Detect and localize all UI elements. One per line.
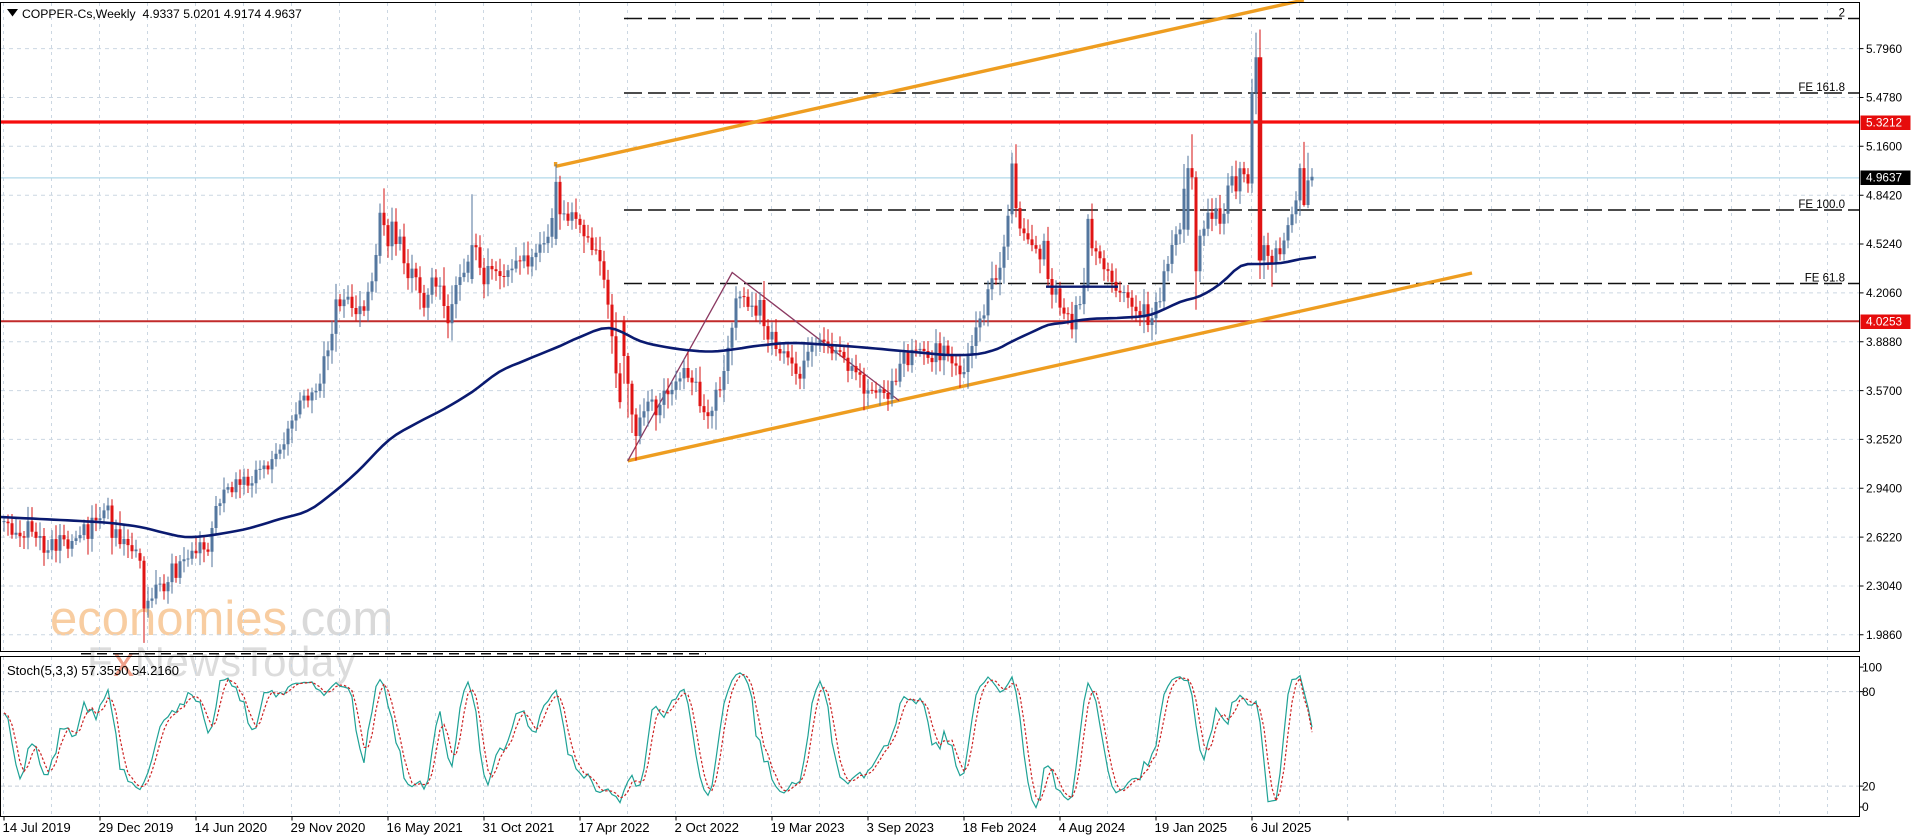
svg-text:5.1600: 5.1600	[1866, 140, 1903, 154]
svg-text:5.3212: 5.3212	[1866, 116, 1902, 130]
svg-text:16 May 2021: 16 May 2021	[387, 820, 463, 835]
svg-text:20: 20	[1862, 779, 1876, 793]
svg-text:Stoch(5,3,3) 57.3550 54.2160: Stoch(5,3,3) 57.3550 54.2160	[7, 663, 179, 678]
svg-text:3.2520: 3.2520	[1866, 433, 1903, 447]
svg-text:31 Oct 2021: 31 Oct 2021	[483, 820, 555, 835]
svg-text:29 Dec 2019: 29 Dec 2019	[99, 820, 174, 835]
svg-text:FxNewsToday: FxNewsToday	[87, 638, 356, 685]
svg-text:2.3040: 2.3040	[1866, 579, 1903, 593]
svg-text:4.0253: 4.0253	[1866, 315, 1903, 329]
svg-text:5.4780: 5.4780	[1866, 91, 1903, 105]
svg-text:19 Jan 2025: 19 Jan 2025	[1155, 820, 1228, 835]
svg-text:6 Jul 2025: 6 Jul 2025	[1251, 820, 1312, 835]
svg-text:80: 80	[1862, 685, 1876, 699]
svg-text:2.9400: 2.9400	[1866, 482, 1903, 496]
svg-text:14 Jun 2020: 14 Jun 2020	[195, 820, 268, 835]
svg-text:18 Feb 2024: 18 Feb 2024	[963, 820, 1037, 835]
svg-text:FE 61.8: FE 61.8	[1805, 273, 1845, 285]
svg-text:2.6220: 2.6220	[1866, 530, 1903, 544]
svg-text:17 Apr 2022: 17 Apr 2022	[579, 820, 650, 835]
svg-text:4 Aug 2024: 4 Aug 2024	[1059, 820, 1126, 835]
svg-text:1.9860: 1.9860	[1866, 628, 1903, 642]
svg-text:3.5700: 3.5700	[1866, 384, 1903, 398]
svg-text:FE 161.8: FE 161.8	[1798, 82, 1845, 94]
svg-text:4.9637: 4.9637	[1866, 171, 1902, 185]
svg-text:100: 100	[1862, 660, 1882, 674]
svg-text:29 Nov 2020: 29 Nov 2020	[291, 820, 366, 835]
svg-text:2 Oct 2022: 2 Oct 2022	[675, 820, 740, 835]
svg-text:0: 0	[1862, 800, 1869, 814]
svg-text:4.2060: 4.2060	[1866, 286, 1903, 300]
svg-text:2: 2	[1839, 8, 1845, 20]
svg-text:19 Mar 2023: 19 Mar 2023	[771, 820, 845, 835]
svg-text:4.8420: 4.8420	[1866, 188, 1903, 202]
svg-text:3 Sep 2023: 3 Sep 2023	[867, 820, 934, 835]
svg-text:5.7960: 5.7960	[1866, 42, 1903, 56]
svg-text:3.8880: 3.8880	[1866, 335, 1903, 349]
svg-text:14 Jul 2019: 14 Jul 2019	[3, 820, 71, 835]
svg-text:4.5240: 4.5240	[1866, 237, 1903, 251]
svg-text:FE 100.0: FE 100.0	[1798, 199, 1845, 211]
